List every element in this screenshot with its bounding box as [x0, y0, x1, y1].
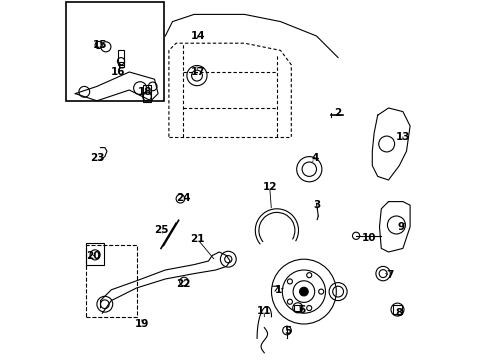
Text: 24: 24 — [176, 193, 190, 203]
Text: 3: 3 — [312, 200, 320, 210]
Text: 10: 10 — [361, 233, 375, 243]
Text: 19: 19 — [134, 319, 149, 329]
Bar — [392, 305, 401, 314]
Text: 20: 20 — [86, 251, 101, 261]
Text: 16: 16 — [111, 67, 125, 77]
Text: 5: 5 — [284, 326, 291, 336]
Text: 9: 9 — [397, 222, 404, 232]
Bar — [66, 2, 163, 101]
Text: 15: 15 — [93, 40, 107, 50]
Text: 1: 1 — [275, 285, 282, 295]
Text: 4: 4 — [310, 153, 318, 163]
Bar — [142, 85, 151, 102]
Text: 21: 21 — [190, 234, 204, 244]
Circle shape — [299, 287, 307, 296]
Bar — [86, 243, 104, 265]
Text: 23: 23 — [90, 153, 104, 163]
Bar — [118, 62, 123, 67]
Text: 6: 6 — [298, 305, 305, 315]
Text: 14: 14 — [190, 31, 204, 41]
Text: 17: 17 — [190, 67, 204, 77]
Bar — [294, 305, 301, 311]
Text: 22: 22 — [176, 279, 190, 289]
Text: 7: 7 — [386, 270, 393, 280]
Text: 11: 11 — [257, 306, 271, 316]
Text: 12: 12 — [262, 182, 276, 192]
Text: 2: 2 — [334, 108, 341, 118]
Text: 8: 8 — [395, 308, 402, 318]
Text: 25: 25 — [154, 225, 169, 235]
Bar — [86, 245, 136, 317]
Text: 18: 18 — [138, 87, 152, 97]
Text: 13: 13 — [395, 132, 409, 142]
Bar — [118, 50, 124, 65]
